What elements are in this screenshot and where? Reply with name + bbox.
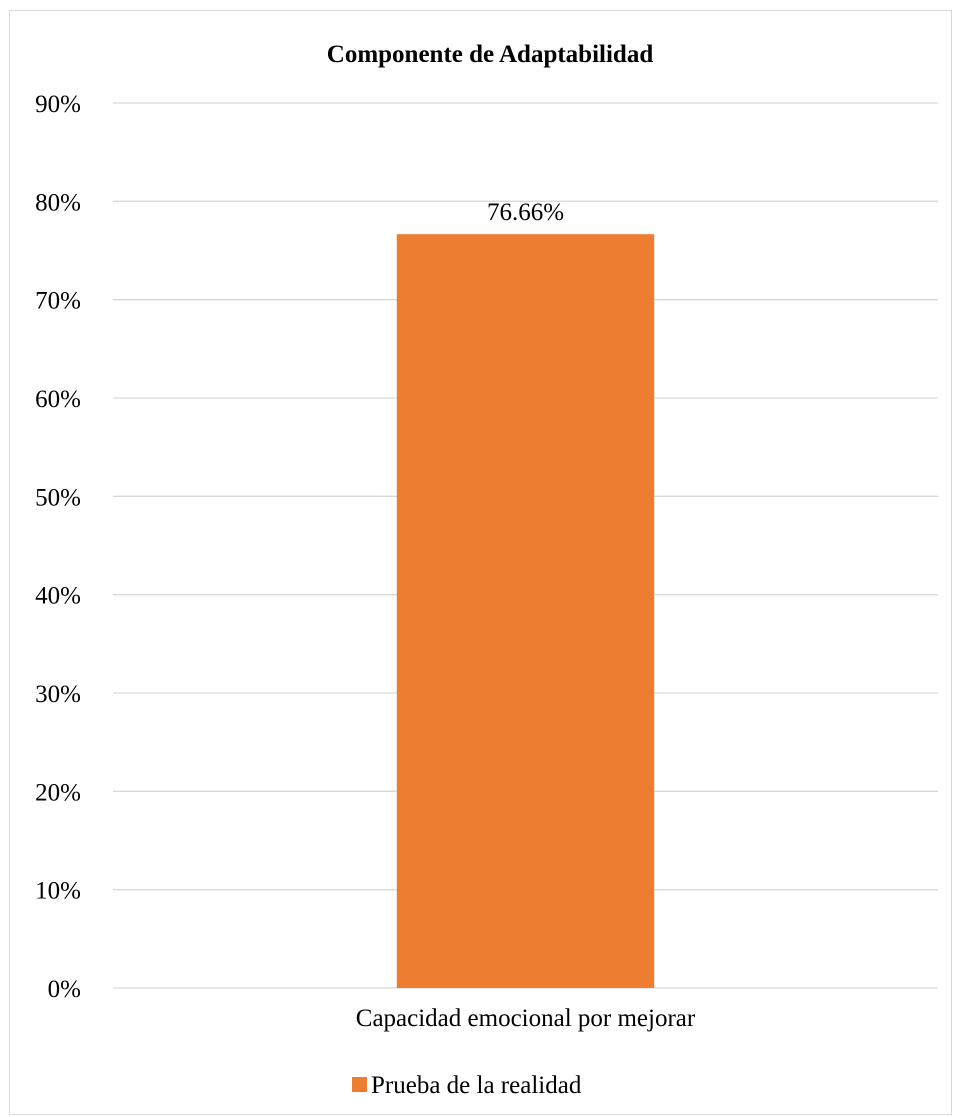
y-tick-label: 40%	[35, 583, 81, 610]
y-tick-label: 60%	[35, 386, 81, 413]
y-tick-label: 10%	[35, 878, 81, 905]
legend: Prueba de la realidad	[352, 1072, 582, 1099]
y-tick-label: 70%	[35, 288, 81, 315]
y-tick-label: 90%	[35, 91, 81, 118]
x-tick-label: Capacidad emocional por mejorar	[356, 1005, 696, 1032]
y-tick-label: 50%	[35, 484, 81, 511]
y-tick-label: 30%	[35, 681, 81, 708]
legend-label: Prueba de la realidad	[371, 1072, 582, 1099]
y-tick-label: 80%	[35, 189, 81, 216]
y-axis-tick-labels: 0% 10% 20% 30% 40% 50% 60% 70% 80% 90%	[35, 91, 81, 1003]
legend-swatch	[352, 1077, 367, 1092]
chart-title: Componente de Adaptabilidad	[327, 41, 654, 68]
gridlines	[113, 102, 938, 989]
data-label: 76.66%	[487, 199, 564, 226]
x-axis-tick-labels: Capacidad emocional por mejorar	[356, 1005, 696, 1032]
data-labels: 76.66%	[487, 199, 564, 226]
y-tick-label: 0%	[48, 976, 81, 1003]
bar	[396, 234, 655, 989]
y-tick-label: 20%	[35, 779, 81, 806]
bars	[396, 234, 655, 989]
